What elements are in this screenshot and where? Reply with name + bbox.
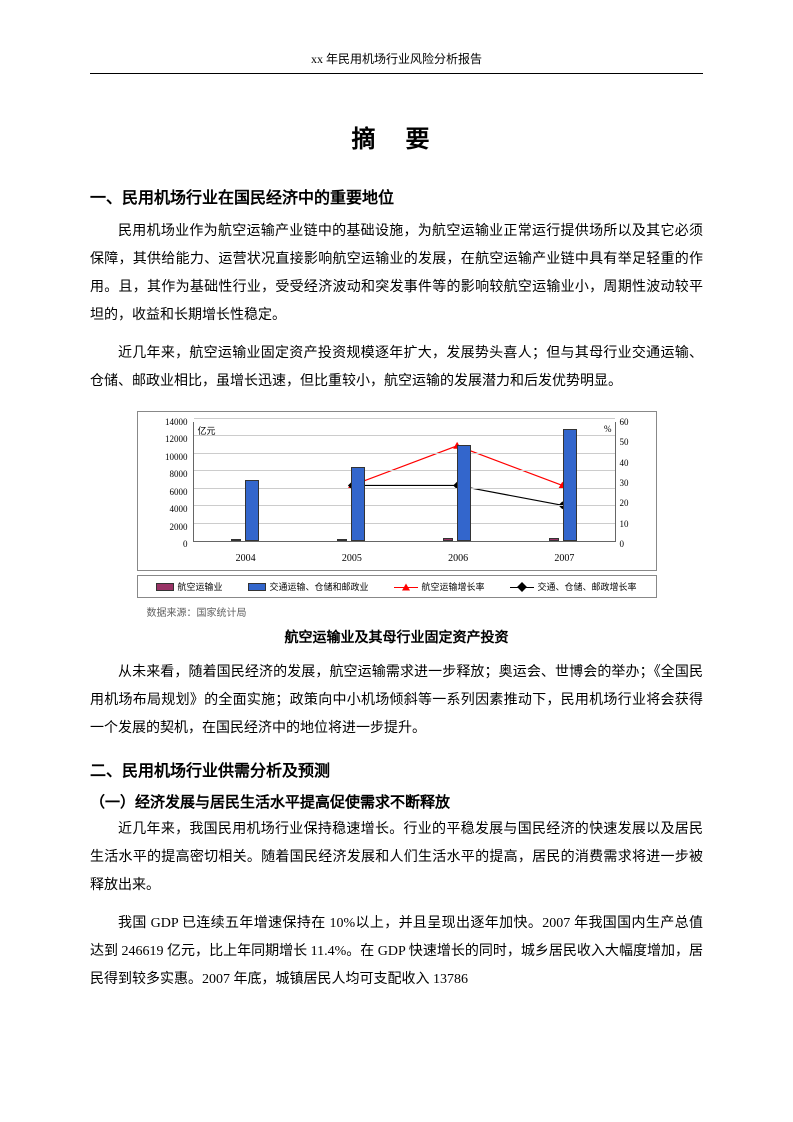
y-right-tick: 10 — [620, 519, 650, 529]
y-left-tick: 10000 — [156, 452, 188, 462]
chart-legend: 航空运输业 交通运输、仓储和邮政业 航空运输增长率 交通、仓储、邮政增长率 — [137, 575, 657, 598]
y-right-tick: 20 — [620, 498, 650, 508]
x-tick: 2004 — [216, 553, 276, 564]
section-1-para-3: 从未来看，随着国民经济的发展，航空运输需求进一步释放；奥运会、世博会的举办；《全… — [90, 659, 703, 743]
bar-parent — [351, 467, 365, 541]
bar-air — [231, 539, 241, 541]
y-left-tick: 12000 — [156, 434, 188, 444]
x-tick: 2007 — [534, 553, 594, 564]
y-left-tick: 8000 — [156, 469, 188, 479]
y-left-tick: 14000 — [156, 417, 188, 427]
legend-air-bar: 航空运输业 — [156, 580, 222, 593]
section-1-heading: 一、民用机场行业在国民经济中的重要地位 — [90, 184, 703, 208]
y-left-tick: 4000 — [156, 504, 188, 514]
section-2-para-2: 我国 GDP 已连续五年增速保持在 10%以上，并且呈现出逐年加快。2007 年… — [90, 910, 703, 994]
investment-chart: 亿元 % 02000400060008000100001200014000010… — [137, 411, 657, 647]
bar-parent — [563, 429, 577, 541]
x-tick: 2005 — [322, 553, 382, 564]
bar-parent — [245, 480, 259, 541]
legend-parent-bar-label: 交通运输、仓储和邮政业 — [269, 580, 368, 593]
legend-air-bar-label: 航空运输业 — [177, 580, 222, 593]
section-1-para-2: 近几年来，航空运输业固定资产投资规模逐年扩大，发展势头喜人；但与其母行业交通运输… — [90, 340, 703, 396]
y-left-tick: 6000 — [156, 487, 188, 497]
legend-air-line-label: 航空运输增长率 — [421, 580, 484, 593]
plot-area — [193, 422, 616, 542]
section-2-heading: 二、民用机场行业供需分析及预测 — [90, 757, 703, 781]
chart-caption: 航空运输业及其母行业固定资产投资 — [137, 627, 657, 647]
y-right-tick: 30 — [620, 478, 650, 488]
y-left-tick: 2000 — [156, 522, 188, 532]
bar-air — [443, 538, 453, 541]
y-left-tick: 0 — [156, 539, 188, 549]
chart-source: 数据来源：国家统计局 — [147, 604, 657, 619]
section-2-sub-1: （一）经济发展与居民生活水平提高促使需求不断释放 — [90, 791, 703, 812]
bar-air — [337, 539, 347, 541]
x-tick: 2006 — [428, 553, 488, 564]
bar-parent — [457, 445, 471, 541]
legend-air-line: 航空运输增长率 — [394, 580, 484, 593]
y-right-tick: 60 — [620, 417, 650, 427]
y-right-tick: 50 — [620, 437, 650, 447]
section-1-para-1: 民用机场业作为航空运输产业链中的基础设施，为航空运输业正常运行提供场所以及其它必… — [90, 218, 703, 330]
legend-parent-bar: 交通运输、仓储和邮政业 — [248, 580, 368, 593]
section-2-para-1: 近几年来，我国民用机场行业保持稳速增长。行业的平稳发展与国民经济的快速发展以及居… — [90, 816, 703, 900]
y-right-tick: 40 — [620, 458, 650, 468]
abstract-title: 摘 要 — [90, 119, 703, 154]
page-header: xx 年民用机场行业风险分析报告 — [90, 50, 703, 74]
bar-air — [549, 538, 559, 541]
chart-plot-box: 亿元 % 02000400060008000100001200014000010… — [137, 411, 657, 571]
y-right-tick: 0 — [620, 539, 650, 549]
legend-parent-line-label: 交通、仓储、邮政增长率 — [537, 580, 636, 593]
legend-parent-line: 交通、仓储、邮政增长率 — [510, 580, 636, 593]
